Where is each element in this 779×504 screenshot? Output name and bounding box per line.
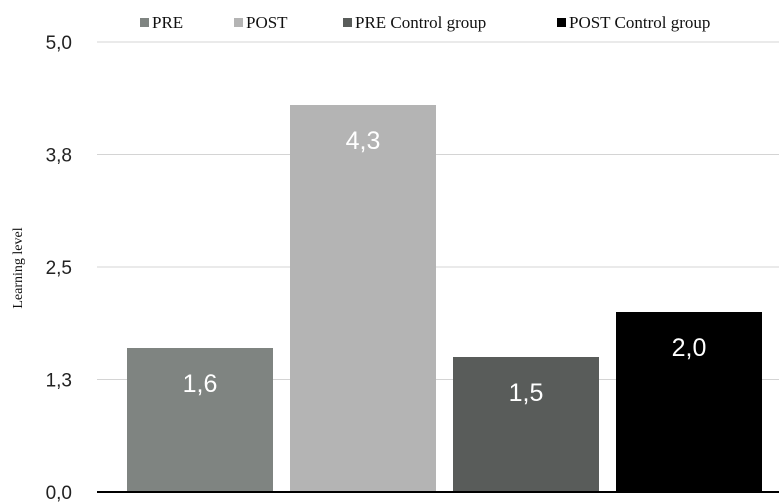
y-tick-label: 3,8 bbox=[46, 146, 72, 167]
data-label: 4,3 bbox=[346, 127, 381, 155]
legend-swatch bbox=[343, 18, 352, 27]
y-tick-label: 5,0 bbox=[46, 33, 72, 54]
data-label: 1,5 bbox=[509, 379, 544, 407]
data-label: 2,0 bbox=[672, 334, 707, 362]
data-label: 1,6 bbox=[183, 370, 218, 398]
legend: PRE POST PRE Control group POST Control gro… bbox=[140, 13, 710, 32]
legend-swatch bbox=[234, 18, 243, 27]
legend-label: POST Control group bbox=[569, 13, 710, 32]
bar-pre-control-group bbox=[453, 357, 599, 492]
y-axis: 0,0 1,3 2,5 3,8 5,0 bbox=[46, 33, 72, 504]
legend-swatch bbox=[140, 18, 149, 27]
legend-label: POST bbox=[246, 13, 288, 32]
bar-post-control-group bbox=[616, 312, 762, 492]
y-tick-label: 0,0 bbox=[46, 483, 72, 504]
y-axis-title: Learning level bbox=[11, 227, 26, 308]
legend-label: PRE bbox=[152, 13, 183, 32]
bars: 1,6 4,3 1,5 2,0 bbox=[127, 105, 762, 492]
bar-pre bbox=[127, 348, 273, 492]
legend-label: PRE Control group bbox=[355, 13, 486, 32]
y-tick-label: 2,5 bbox=[46, 258, 72, 279]
bar-post bbox=[290, 105, 436, 492]
y-tick-label: 1,3 bbox=[46, 371, 72, 392]
legend-swatch bbox=[557, 18, 566, 27]
